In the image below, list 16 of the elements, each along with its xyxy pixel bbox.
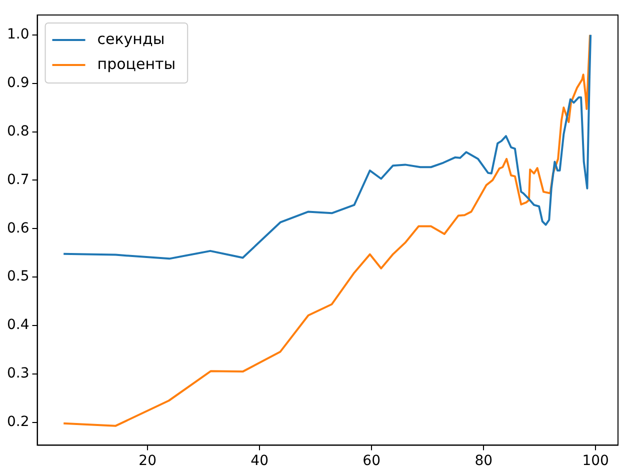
x-tick-label: 60 [362,453,381,470]
legend-label: проценты [97,54,176,73]
y-tick-label: 0.3 [7,366,30,382]
y-tick-label: 0.9 [7,74,30,91]
x-tick-label: 80 [474,453,493,470]
y-tick-label: 0.6 [7,220,30,236]
legend-label: секунды [97,30,165,48]
y-tick-label: 1.0 [7,26,30,43]
x-tick-label: 100 [582,453,609,470]
y-tick-label: 0.5 [7,268,30,285]
y-tick-label: 0.8 [7,123,30,140]
x-tick-label: 40 [250,453,269,470]
x-tick-label: 20 [138,453,156,470]
y-tick-label: 0.7 [7,172,30,188]
y-tick-label: 0.2 [7,414,30,430]
y-tick-label: 0.4 [7,317,30,334]
